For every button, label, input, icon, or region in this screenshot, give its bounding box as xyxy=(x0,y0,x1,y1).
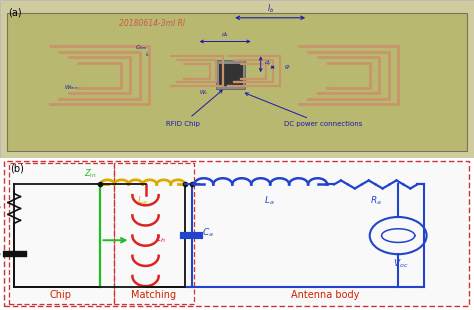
Text: $d_x$: $d_x$ xyxy=(221,30,229,39)
Text: 20180614-3ml Rl: 20180614-3ml Rl xyxy=(118,19,184,28)
Text: $l_t$: $l_t$ xyxy=(145,50,150,59)
Text: RFID Chip: RFID Chip xyxy=(166,90,222,127)
Text: $l_b$: $l_b$ xyxy=(266,2,274,15)
Text: Antenna body: Antenna body xyxy=(291,290,359,300)
Text: $G_{\rm line}$: $G_{\rm line}$ xyxy=(135,43,148,52)
Text: $W_c$: $W_c$ xyxy=(199,88,209,97)
Text: $V_{oc}$: $V_{oc}$ xyxy=(393,258,408,270)
Text: Chip: Chip xyxy=(50,290,72,300)
Text: $R_{cp}$: $R_{cp}$ xyxy=(0,200,2,214)
FancyBboxPatch shape xyxy=(216,60,245,89)
Text: DC power connections: DC power connections xyxy=(246,93,363,127)
Text: $L_a$: $L_a$ xyxy=(264,194,274,207)
Text: $L_h$: $L_h$ xyxy=(155,232,165,245)
Text: $L_e$: $L_e$ xyxy=(137,194,147,207)
Text: $Z_{\rm in}$: $Z_{\rm in}$ xyxy=(84,167,97,180)
Text: $g_t$: $g_t$ xyxy=(284,63,292,71)
Text: $C_{cp}$: $C_{cp}$ xyxy=(0,247,2,260)
Text: (b): (b) xyxy=(10,164,24,174)
Text: $R_a$: $R_a$ xyxy=(370,194,382,207)
Text: $C_a$: $C_a$ xyxy=(202,226,214,239)
Text: $W_{\rm line}$: $W_{\rm line}$ xyxy=(64,83,78,92)
Text: (a): (a) xyxy=(9,8,22,18)
FancyBboxPatch shape xyxy=(0,0,474,158)
FancyBboxPatch shape xyxy=(219,64,242,85)
Text: $d_y$: $d_y$ xyxy=(264,59,273,69)
Text: Matching: Matching xyxy=(131,290,177,300)
FancyBboxPatch shape xyxy=(7,13,467,151)
FancyBboxPatch shape xyxy=(4,161,469,306)
